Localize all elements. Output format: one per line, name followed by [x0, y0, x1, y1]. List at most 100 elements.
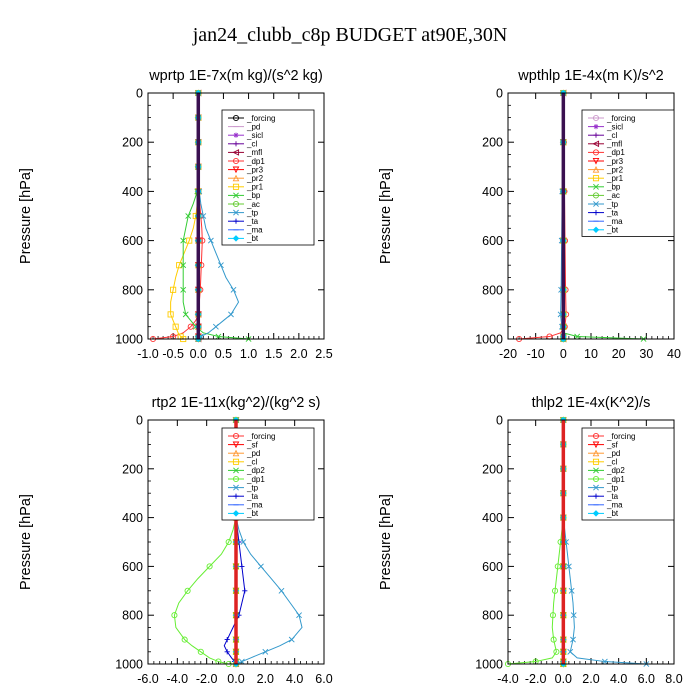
legend-marker — [592, 226, 600, 234]
legend-label: _mfl — [246, 148, 262, 157]
y-axis-label: Pressure [hPa] — [378, 168, 394, 264]
legend-marker — [592, 475, 600, 483]
legend-label: _ac — [246, 200, 260, 209]
y-tick-label: 400 — [482, 185, 503, 199]
data-point — [171, 612, 178, 619]
data-point — [197, 648, 204, 655]
legend-marker — [232, 449, 240, 457]
legend-marker — [592, 510, 600, 517]
legend-marker — [592, 149, 600, 156]
plot-frame — [147, 419, 325, 665]
y-tick-label: 0 — [136, 87, 143, 101]
legend-entry: _dp2 — [588, 466, 625, 475]
x-tick-label: 1.5 — [265, 347, 282, 361]
y-axis-label: Pressure [hPa] — [378, 494, 394, 590]
y-tick-label: 400 — [122, 511, 143, 525]
legend-entry: _dp2 — [228, 466, 265, 475]
legend-marker — [592, 192, 600, 199]
legend-entry: _pr2 — [228, 174, 264, 183]
legend-label: _tp — [246, 483, 259, 492]
legend-label: _pr2 — [246, 174, 264, 183]
legend-marker — [592, 441, 600, 449]
legend-label: _ta — [246, 217, 259, 226]
data-point — [238, 658, 245, 665]
legend-marker — [593, 493, 599, 499]
x-tick-label: 2.0 — [582, 672, 599, 686]
legend-marker — [593, 124, 599, 130]
data-point — [230, 286, 237, 293]
legend-marker — [233, 209, 239, 216]
data-point — [239, 563, 245, 569]
y-tick-label: 0 — [496, 414, 503, 428]
data-point — [296, 612, 302, 619]
data-point — [212, 323, 219, 330]
y-tick-label: 200 — [122, 136, 143, 150]
data-point — [574, 333, 581, 340]
legend-entry: _mfl — [228, 148, 262, 157]
x-tick-label: -4.0 — [167, 672, 189, 686]
y-tick-label: 600 — [122, 234, 143, 248]
legend-label: _cl — [246, 140, 257, 149]
x-tick-label: 6.0 — [315, 672, 332, 686]
legend-label: _ma — [606, 501, 623, 510]
y-tick-label: 600 — [122, 560, 143, 574]
legend-entry: _ta — [228, 217, 259, 226]
data-point — [567, 648, 574, 655]
legend-marker — [232, 166, 240, 174]
legend-entry: _bt — [228, 509, 259, 518]
legend-label: _cl — [606, 131, 617, 140]
legend-entry: _mfl — [588, 140, 622, 149]
legend-marker — [592, 449, 600, 457]
y-tick-label: 600 — [482, 560, 503, 574]
legend-marker — [232, 432, 240, 440]
legend-label: _ma — [606, 217, 623, 226]
legend-label: _pd — [246, 122, 260, 131]
legend-marker — [232, 157, 240, 165]
data-point — [550, 636, 557, 643]
legend-entry: _tp — [228, 483, 259, 492]
legend-label: _bp — [606, 183, 621, 192]
legend-entry: _ac — [588, 191, 620, 200]
legend-marker — [232, 510, 240, 517]
legend-marker — [233, 132, 239, 138]
legend-marker — [233, 493, 239, 499]
legend-label: _bp — [246, 191, 261, 200]
panel-title: thlp2 1E-4x(K^2)/s — [532, 395, 651, 411]
legend-label: _sicl — [246, 131, 263, 140]
series-line — [519, 92, 567, 340]
data-point — [240, 539, 247, 545]
y-tick-label: 800 — [122, 283, 143, 297]
series-dp1 — [504, 416, 567, 668]
figure-title: jan24_clubb_c8p BUDGET at90E,30N — [192, 24, 508, 46]
data-point — [172, 323, 179, 330]
x-tick-label: 0.0 — [227, 672, 244, 686]
legend-marker — [593, 132, 599, 138]
legend-entry: _ma — [588, 501, 623, 510]
legend-marker — [593, 467, 599, 474]
legend-label: _dp2 — [246, 466, 265, 475]
legend-entry: _sf — [588, 440, 618, 449]
legend-label: _tp — [606, 483, 619, 492]
legend-marker — [593, 201, 599, 207]
data-point — [262, 648, 269, 655]
x-tick-label: -10 — [527, 347, 545, 361]
legend-label: _pr3 — [246, 165, 264, 174]
legend-entry: _ta — [228, 492, 259, 501]
y-tick-label: 0 — [136, 414, 143, 428]
legend-marker — [232, 114, 240, 122]
legend-entry: _ma — [228, 226, 263, 235]
legend-marker — [233, 467, 239, 474]
legend-label: _dp1 — [606, 475, 625, 484]
legend-label: _sicl — [606, 122, 623, 131]
chart-panel: wpthlp 1E-4x(m K)/s^2 Pressure [hPa] -20 -1… — [378, 68, 681, 361]
data-point — [568, 587, 575, 594]
legend-entry: _pd — [228, 449, 260, 458]
y-tick-label: 200 — [482, 136, 503, 150]
x-tick-label: 8.0 — [665, 672, 682, 686]
y-tick-label: 800 — [482, 609, 503, 623]
legend-entry: _pd — [228, 122, 260, 131]
y-tick-label: 600 — [482, 234, 503, 248]
legend-label: _sf — [246, 440, 258, 449]
data-point — [225, 538, 232, 546]
legend-label: _ta — [606, 208, 619, 217]
